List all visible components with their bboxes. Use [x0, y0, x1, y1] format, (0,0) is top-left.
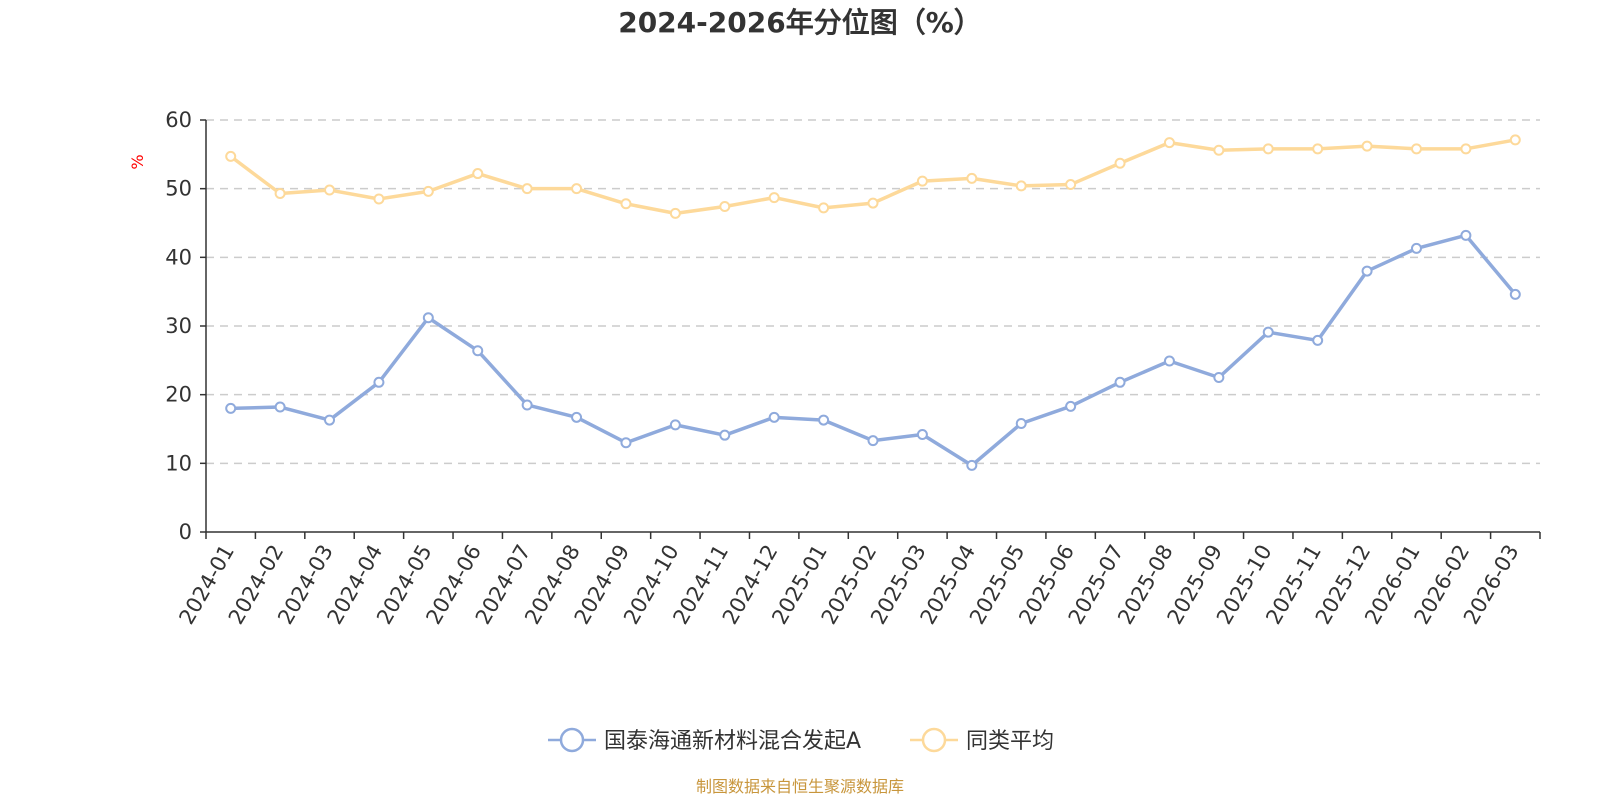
y-tick-label: 20 [165, 383, 192, 407]
data-point-1[interactable] [521, 183, 533, 195]
legend-item-1[interactable]: 同类平均 [910, 727, 1054, 754]
data-point-1[interactable] [571, 183, 583, 195]
y-tick-label: 0 [179, 520, 192, 544]
data-point-0[interactable] [916, 428, 928, 440]
data-point-1[interactable] [1361, 140, 1373, 152]
data-point-0[interactable] [1460, 229, 1472, 241]
data-point-0[interactable] [373, 376, 385, 388]
data-point-1[interactable] [324, 184, 336, 196]
chart-title: 2024-2026年分位图（%） [618, 6, 982, 39]
source-note: 制图数据来自恒生聚源数据库 [696, 777, 904, 796]
data-point-1[interactable] [867, 197, 879, 209]
legend-label: 国泰海通新材料混合发起A [604, 729, 861, 754]
legend-marker-icon [559, 727, 585, 753]
data-point-0[interactable] [719, 429, 731, 441]
axes: 01020304050602024-012024-022024-032024-0… [165, 108, 1541, 628]
data-point-1[interactable] [620, 198, 632, 210]
data-point-1[interactable] [1460, 143, 1472, 155]
data-point-1[interactable] [818, 202, 830, 214]
data-point-0[interactable] [867, 435, 879, 447]
data-point-1[interactable] [1312, 143, 1324, 155]
data-point-0[interactable] [472, 345, 484, 357]
data-point-0[interactable] [422, 312, 434, 324]
y-tick-label: 50 [165, 177, 192, 201]
data-point-0[interactable] [1361, 265, 1373, 277]
data-point-1[interactable] [1065, 179, 1077, 191]
series-lines [225, 134, 1521, 471]
data-point-1[interactable] [966, 172, 978, 184]
data-point-1[interactable] [472, 168, 484, 180]
data-point-0[interactable] [768, 411, 780, 423]
data-point-1[interactable] [225, 150, 237, 162]
data-point-0[interactable] [324, 414, 336, 426]
legend[interactable]: 国泰海通新材料混合发起A 同类平均 [548, 727, 1054, 754]
data-point-1[interactable] [274, 187, 286, 199]
y-axis-label: % [128, 154, 147, 169]
data-point-1[interactable] [768, 192, 780, 204]
data-point-0[interactable] [1410, 242, 1422, 254]
data-point-0[interactable] [1509, 288, 1521, 300]
y-tick-label: 10 [165, 451, 192, 475]
data-point-1[interactable] [1015, 180, 1027, 192]
data-point-0[interactable] [225, 402, 237, 414]
data-point-0[interactable] [571, 411, 583, 423]
data-point-1[interactable] [1509, 134, 1521, 146]
series-line-0 [230, 233, 1517, 468]
data-point-0[interactable] [274, 401, 286, 413]
data-point-0[interactable] [1163, 355, 1175, 367]
data-point-0[interactable] [1262, 326, 1274, 338]
data-point-0[interactable] [1213, 372, 1225, 383]
data-point-0[interactable] [620, 437, 632, 449]
data-point-1[interactable] [1262, 143, 1274, 155]
data-point-0[interactable] [669, 419, 681, 431]
data-point-0[interactable] [1114, 376, 1126, 388]
y-tick-label: 60 [165, 108, 192, 132]
y-tick-label: 40 [165, 245, 192, 269]
data-point-1[interactable] [719, 201, 731, 213]
data-point-0[interactable] [818, 414, 830, 426]
gridlines [206, 119, 1540, 465]
data-point-1[interactable] [373, 193, 385, 205]
data-point-0[interactable] [521, 399, 533, 411]
legend-item-0[interactable]: 国泰海通新材料混合发起A [548, 727, 861, 754]
data-point-1[interactable] [1163, 137, 1175, 149]
data-point-0[interactable] [966, 459, 978, 471]
data-point-1[interactable] [916, 175, 928, 187]
legend-marker-icon [921, 727, 947, 753]
data-point-0[interactable] [1065, 400, 1077, 412]
data-point-1[interactable] [1114, 157, 1126, 169]
data-point-0[interactable] [1015, 418, 1027, 430]
data-point-1[interactable] [422, 185, 434, 197]
legend-label: 同类平均 [966, 729, 1054, 754]
data-point-1[interactable] [1213, 144, 1225, 156]
data-point-1[interactable] [1410, 143, 1422, 155]
y-tick-label: 30 [165, 314, 192, 338]
data-point-1[interactable] [669, 207, 681, 219]
data-point-0[interactable] [1312, 334, 1324, 346]
